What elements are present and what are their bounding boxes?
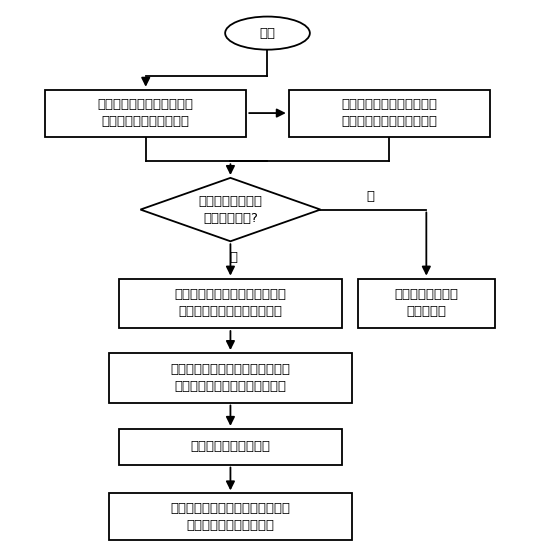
Text: 否: 否	[366, 190, 374, 203]
FancyBboxPatch shape	[119, 429, 342, 465]
Text: 开始: 开始	[259, 27, 276, 40]
FancyBboxPatch shape	[45, 90, 246, 136]
Text: 启用基于扰动互补函数和内点法的
故障定位程序找出馈线故障位置: 启用基于扰动互补函数和内点法的 故障定位程序找出馈线故障位置	[171, 363, 291, 393]
Text: 建立故障基于代数关系描述和互
补理论的配电网故障定位模型: 建立故障基于代数关系描述和互 补理论的配电网故障定位模型	[174, 289, 286, 318]
Text: 第二次收集是否存
在故障过电流?: 第二次收集是否存 在故障过电流?	[198, 194, 263, 224]
FancyBboxPatch shape	[109, 353, 352, 403]
Text: 主站第二次收集配电网各馈
线开关的电流越限特征信息: 主站第二次收集配电网各馈 线开关的电流越限特征信息	[341, 98, 437, 128]
FancyBboxPatch shape	[357, 278, 495, 328]
Text: 是: 是	[229, 251, 237, 264]
Text: 完成馈线故障区段定位: 完成馈线故障区段定位	[190, 440, 270, 453]
FancyBboxPatch shape	[109, 494, 352, 540]
Polygon shape	[140, 178, 320, 241]
Text: 配电网短路故障为
瞬时性故障: 配电网短路故障为 瞬时性故障	[394, 289, 458, 318]
FancyBboxPatch shape	[119, 278, 342, 328]
Text: 主站向馈线故障区段两侧的馈线开
关发送分闸命令隔离故障: 主站向馈线故障区段两侧的馈线开 关发送分闸命令隔离故障	[171, 502, 291, 532]
FancyBboxPatch shape	[289, 90, 490, 136]
Ellipse shape	[225, 17, 310, 50]
Text: 主站首次收集配电网各馈线
开关的电流越限特征信息: 主站首次收集配电网各馈线 开关的电流越限特征信息	[98, 98, 194, 128]
